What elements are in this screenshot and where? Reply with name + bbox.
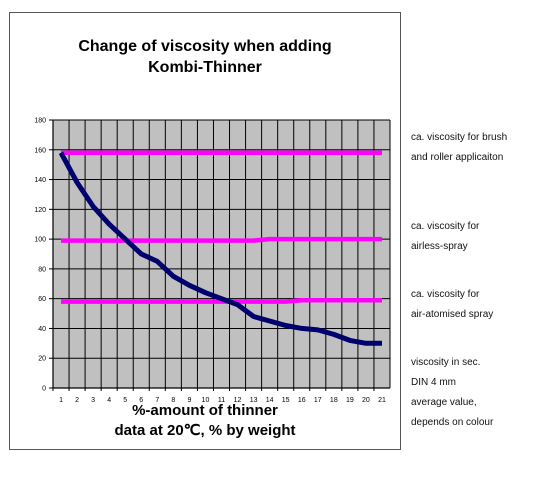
annotation-note-line-1: viscosity in sec.	[411, 357, 481, 368]
x-tick-label-7: 8	[171, 397, 175, 404]
x-axis-label: %-amount of thinner data at 20℃, % by we…	[9, 401, 401, 441]
x-axis-label-line-2: data at 20℃, % by weight	[114, 422, 296, 439]
x-tick-label-19: 20	[362, 397, 370, 404]
y-tick-label-6: 120	[34, 207, 46, 214]
chart-title-line-1: Change of viscosity when adding	[78, 38, 332, 55]
x-tick-label-5: 6	[139, 397, 143, 404]
x-tick-label-17: 18	[330, 397, 338, 404]
x-tick-label-18: 19	[346, 397, 354, 404]
x-tick-label-11: 12	[234, 397, 242, 404]
series-line-3	[58, 151, 382, 346]
x-axis-label-line-1: %-amount of thinner	[132, 402, 278, 419]
x-tick-label-16: 17	[314, 397, 322, 404]
annotation-air-atomised-line-2: air-atomised spray	[411, 309, 494, 320]
x-tick-label-10: 11	[218, 397, 225, 404]
y-tick-label-0: 0	[42, 386, 46, 393]
annotation-note-line-2: DIN 4 mm	[411, 377, 456, 388]
x-tick-label-4: 5	[123, 397, 127, 404]
x-tick-label-15: 16	[298, 397, 306, 404]
annotation-note-line-4: depends on colour	[411, 417, 494, 428]
y-tick-label-2: 40	[38, 326, 46, 333]
annotation-brush-line-2: and roller applicaiton	[411, 152, 504, 163]
series-line-2	[61, 297, 382, 304]
annotation-note-line-3: average value,	[411, 397, 477, 408]
annotation-air-atomised-line-1: ca. viscosity for	[411, 289, 480, 300]
x-tick-label-1: 2	[75, 397, 79, 404]
x-tick-label-14: 15	[282, 397, 290, 404]
annotation-airless: ca. viscosity for airless-spray	[411, 217, 479, 257]
annotation-airless-line-2: airless-spray	[411, 241, 468, 252]
y-tick-label-5: 100	[34, 237, 46, 244]
x-tick-label-2: 3	[91, 397, 95, 404]
plot-background	[53, 120, 390, 388]
annotation-air-atomised: ca. viscosity for air-atomised spray	[411, 285, 493, 325]
y-tick-label-7: 140	[34, 177, 46, 184]
x-tick-label-9: 10	[202, 397, 210, 404]
chart-title-line-2: Kombi-Thinner	[148, 59, 262, 76]
x-tick-label-6: 7	[155, 397, 159, 404]
annotation-viscosity-note: viscosity in sec. DIN 4 mm average value…	[411, 353, 493, 433]
x-tick-label-20: 21	[378, 397, 386, 404]
annotation-airless-line-1: ca. viscosity for	[411, 221, 480, 232]
x-tick-label-3: 4	[107, 397, 111, 404]
chart-title: Change of viscosity when adding Kombi-Th…	[9, 36, 401, 78]
x-tick-label-0: 1	[59, 397, 63, 404]
y-tick-label-9: 180	[34, 118, 46, 125]
y-tick-label-4: 80	[38, 266, 46, 273]
annotation-brush-line-1: ca. viscosity for brush	[411, 132, 508, 143]
x-tick-label-8: 9	[187, 397, 191, 404]
series-line-1	[61, 236, 382, 243]
y-tick-label-8: 160	[34, 147, 46, 154]
x-tick-label-13: 14	[266, 397, 274, 404]
x-tick-label-12: 13	[250, 397, 258, 404]
annotation-brush: ca. viscosity for brush and roller appli…	[411, 128, 507, 168]
y-tick-label-1: 20	[38, 356, 46, 363]
y-tick-label-3: 60	[38, 296, 46, 303]
